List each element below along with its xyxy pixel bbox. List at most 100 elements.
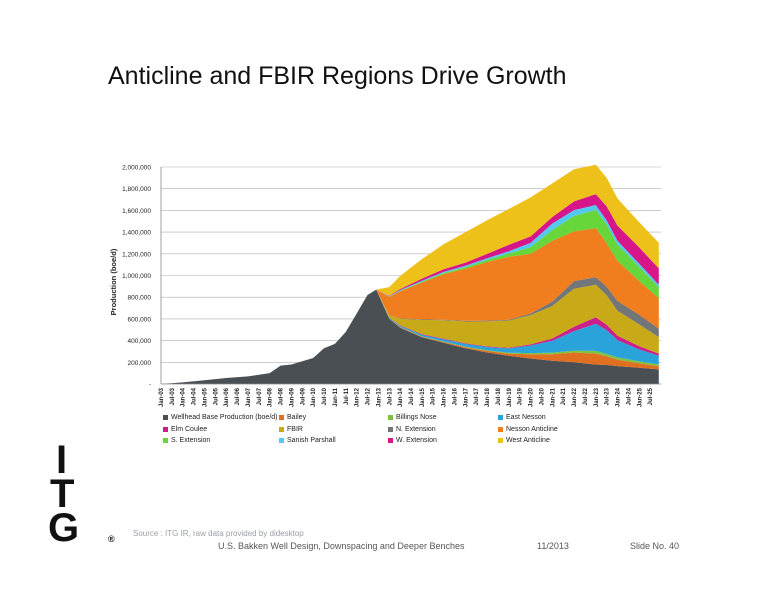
x-tick-label: Jan-25: [637, 387, 643, 407]
y-tick-label: 2,000,000: [122, 165, 151, 172]
y-tick-label: 1,000,000: [122, 273, 151, 280]
legend-item: Sanish Parshall: [279, 437, 336, 444]
x-tick-label: Jan-13: [376, 387, 382, 407]
legend-swatch: [279, 426, 284, 432]
x-tick-label: Jul-22: [583, 387, 589, 405]
x-tick-label: Jan-04: [181, 387, 187, 407]
x-tick-label: Jul-25: [648, 387, 654, 405]
footer-slide-number: Slide No. 40: [630, 541, 680, 551]
y-tick-label: 1,200,000: [122, 251, 151, 258]
source-note: Source : ITG IR, raw data provided by di…: [133, 529, 304, 538]
x-tick-label: Jul-05: [213, 387, 219, 405]
legend-label: East Nesson: [506, 414, 546, 421]
logo-letter-i: I: [56, 438, 68, 482]
legend-swatch: [279, 438, 284, 443]
x-tick-label: Jul-24: [626, 387, 632, 405]
y-tick-label: 400,000: [128, 338, 152, 345]
x-tick-label: Jan-24: [616, 387, 622, 407]
legend-label: S. Extension: [171, 437, 211, 444]
registered-mark: ®: [108, 534, 115, 544]
x-tick-label: Jul-23: [605, 387, 611, 405]
legend-item: S. Extension: [163, 437, 210, 444]
x-tick-label: Jan-03: [159, 387, 165, 407]
x-tick-label: Jul-03: [170, 387, 176, 405]
legend-label: West Anticline: [506, 437, 550, 444]
x-tick-label: Jan-17: [463, 387, 469, 407]
x-tick-label: Jan-10: [311, 387, 317, 407]
legend-label: Nesson Anticline: [506, 425, 558, 433]
x-tick-label: Jul-18: [496, 387, 502, 405]
x-tick-label: Jan-20: [529, 387, 535, 407]
area-w-extension: [161, 194, 659, 384]
footer-date: 11/2013: [537, 541, 569, 551]
legend-swatch: [388, 415, 393, 420]
logo-letter-t: T: [50, 472, 75, 516]
y-tick-label: 1,600,000: [122, 208, 151, 215]
y-tick-label: 200,000: [128, 360, 152, 367]
legend-label: W. Extension: [396, 437, 437, 444]
x-tick-label: Jul-06: [235, 387, 241, 405]
x-tick-label: Jul-10: [322, 387, 328, 405]
x-tick-label: Jan-12: [355, 387, 361, 407]
x-tick-label: Jan-05: [202, 387, 208, 407]
legend-item: W. Extension: [388, 437, 437, 444]
legend-item: FBIR: [279, 426, 303, 433]
legend-swatch: [388, 438, 393, 443]
x-tick-label: Jan-21: [550, 387, 556, 407]
slide-title: Anticline and FBIR Regions Drive Growth: [108, 62, 567, 90]
legend-swatch: [498, 438, 503, 443]
x-tick-label: Jul-13: [387, 387, 393, 405]
x-tick-label: Jul-12: [366, 387, 372, 405]
x-tick-label: Jul-17: [474, 387, 480, 405]
x-tick-label: Jul-15: [431, 387, 437, 405]
legend-label: N. Extension: [396, 425, 436, 433]
y-tick-labels: - 200,000 400,000 600,000 800,000 1,000,000 1,…: [122, 165, 151, 389]
y-tick-label: 1,400,000: [122, 230, 151, 237]
x-tick-label: Jul-09: [300, 387, 306, 405]
legend-label: Billings Nose: [396, 414, 437, 421]
x-tick-label: Jul-19: [518, 387, 524, 405]
legend-label: Elm Coulee: [171, 425, 208, 433]
legend-swatch: [498, 426, 503, 432]
y-tick-label: 600,000: [128, 316, 152, 323]
x-tick-label: Jul-21: [561, 387, 567, 405]
legend-item: Nesson Anticline: [498, 426, 558, 433]
x-tick-label: Jul-16: [452, 387, 458, 405]
legend-swatch: [498, 415, 503, 420]
legend-label: FBIR: [287, 425, 303, 433]
x-tick-label: Jan-15: [420, 387, 426, 407]
legend-item: Bailey: [279, 414, 306, 421]
legend-item: Billings Nose: [388, 414, 436, 421]
legend-swatch: [163, 415, 168, 420]
y-axis-label: Production (boe/d): [109, 248, 118, 315]
x-tick-label: Jan-14: [398, 387, 404, 407]
area-west-anticline: [161, 164, 659, 384]
area-fbir: [161, 284, 659, 384]
x-tick-label: Jan-16: [442, 387, 448, 407]
legend-label: Sanish Parshall: [287, 437, 336, 444]
footer-text: U.S. Bakken Well Design, Downspacing and…: [218, 541, 465, 551]
legend-swatch: [163, 438, 168, 443]
x-tick-label: Jul-14: [409, 387, 415, 405]
x-tick-label: Jul-04: [192, 387, 198, 405]
legend-label: Wellhead Base Production (boe/d): [171, 414, 278, 421]
legend-item: Wellhead Base Production (boe/d): [163, 414, 278, 421]
x-tick-label: Jan-11: [333, 387, 339, 406]
area-wellhead-base-production-boe-d: [161, 289, 659, 384]
x-tick-label: Jul-07: [257, 387, 263, 405]
x-tick-label: Jan-06: [224, 387, 230, 407]
x-tick-label: Jul-11: [344, 387, 350, 405]
x-tick-label: Jul-20: [539, 387, 545, 405]
x-tick-label: Jan-08: [268, 387, 274, 407]
legend-item: West Anticline: [498, 437, 550, 444]
legend-label: Bailey: [287, 414, 307, 421]
area-elm-coulee: [161, 289, 659, 384]
y-tick-label: -: [149, 382, 151, 389]
x-tick-label: Jan-19: [507, 387, 513, 407]
x-tick-labels: Jan-03 Jul-03 Jan-04 Jul-04 Jan-05 Jul-05 Jan-…: [159, 387, 654, 407]
legend-item: East Nesson: [498, 414, 546, 421]
legend-item: Elm Coulee: [163, 426, 207, 433]
itg-logo: I T G ®: [48, 438, 130, 550]
axes: [160, 167, 661, 385]
